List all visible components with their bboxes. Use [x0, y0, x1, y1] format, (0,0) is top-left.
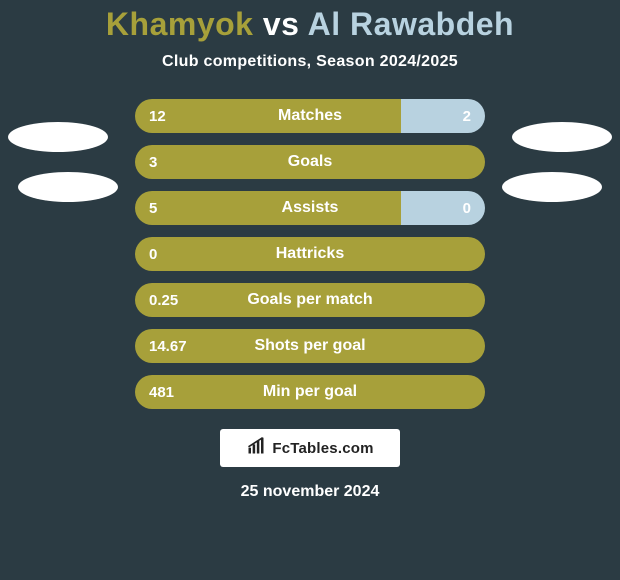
date-label: 25 november 2024: [0, 483, 620, 501]
bar-left-segment: [135, 237, 485, 271]
bar-left-segment: [135, 99, 401, 133]
bar-left-segment: [135, 283, 485, 317]
stat-row: Hattricks0: [135, 237, 485, 271]
decor-ellipse: [8, 122, 108, 152]
brand-text: FcTables.com: [272, 440, 373, 457]
stat-row: Goals3: [135, 145, 485, 179]
stat-row: Min per goal481: [135, 375, 485, 409]
bar-left-segment: [135, 145, 485, 179]
stat-row: Assists50: [135, 191, 485, 225]
bar-right-segment: [401, 191, 485, 225]
decor-ellipse: [512, 122, 612, 152]
bar-left-segment: [135, 375, 485, 409]
bar-right-segment: [401, 99, 485, 133]
decor-ellipse: [18, 172, 118, 202]
subtitle: Club competitions, Season 2024/2025: [0, 53, 620, 71]
decor-ellipse: [502, 172, 602, 202]
stat-row: Shots per goal14.67: [135, 329, 485, 363]
player-left-name: Khamyok: [106, 6, 254, 42]
bar-left-segment: [135, 191, 401, 225]
bar-left-segment: [135, 329, 485, 363]
player-right-name: Al Rawabdeh: [308, 6, 514, 42]
chart-icon: [246, 436, 266, 461]
page-title: Khamyok vs Al Rawabdeh: [0, 6, 620, 43]
stat-row: Matches122: [135, 99, 485, 133]
stat-row: Goals per match0.25: [135, 283, 485, 317]
comparison-card: Khamyok vs Al Rawabdeh Club competitions…: [0, 0, 620, 580]
vs-text: vs: [253, 6, 307, 42]
brand-badge: FcTables.com: [220, 429, 400, 467]
